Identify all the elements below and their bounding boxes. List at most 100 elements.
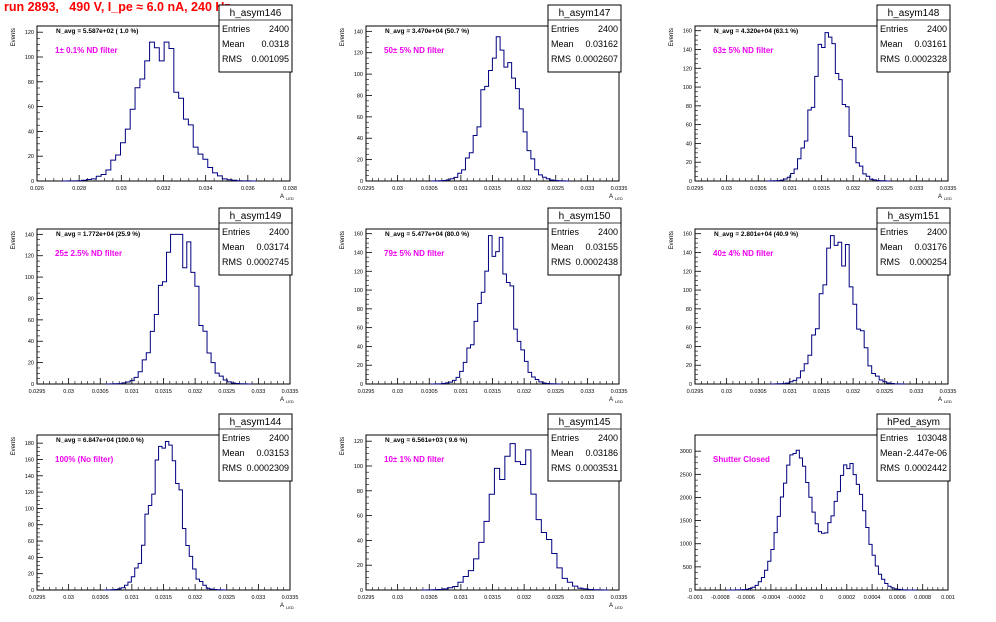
histogram-line bbox=[103, 441, 228, 591]
y-tick-label: 120 bbox=[25, 254, 34, 260]
x-tick-label: 0 bbox=[820, 595, 823, 601]
stats-box bbox=[876, 413, 951, 482]
y-tick-label: 120 bbox=[25, 30, 34, 36]
y-tick-label: 20 bbox=[357, 563, 363, 569]
stats-label: Mean bbox=[551, 448, 574, 458]
stats-value: 0.0002607 bbox=[575, 54, 618, 64]
x-tick-label: 0.026 bbox=[30, 186, 44, 192]
x-tick-label: 0.031 bbox=[454, 186, 468, 192]
y-tick-label: 100 bbox=[25, 275, 34, 281]
histogram-panel-h_asym149: 0 20 40 60 80 100 120 140 0.0295 0.03 0.0305 0.031 0… bbox=[11, 207, 298, 404]
x-tick-label: 0.0325 bbox=[547, 186, 564, 192]
y-tick-label: 0 bbox=[360, 382, 363, 388]
stats-box bbox=[218, 4, 293, 73]
x-tick-label: 0.03 bbox=[63, 389, 74, 395]
stats-title: hPed_asym bbox=[887, 417, 940, 428]
x-tick-label: -0.0008 bbox=[711, 595, 730, 601]
stats-label: Mean bbox=[880, 39, 903, 49]
filter-label: 63± 5% ND filter bbox=[713, 46, 773, 55]
histogram-panel-h_asym145: 0 20 40 60 80 100 120 0.0295 0.03 0.0305 0.031 0.03… bbox=[340, 413, 628, 610]
y-tick-label: 0 bbox=[31, 179, 34, 185]
y-tick-label: 80 bbox=[28, 80, 34, 86]
x-tick-label: 0.0295 bbox=[687, 389, 704, 395]
y-tick-label: 20 bbox=[686, 363, 692, 369]
stats-title: h_asym149 bbox=[230, 211, 282, 222]
y-tick-label: 40 bbox=[686, 344, 692, 350]
x-tick-label: 0.031 bbox=[454, 389, 468, 395]
x-tick-label: 0.031 bbox=[783, 186, 797, 192]
y-tick-label: 1500 bbox=[680, 519, 692, 525]
y-tick-label: 0 bbox=[31, 588, 34, 594]
y-axis-label: Events bbox=[11, 231, 17, 249]
y-tick-label: 140 bbox=[354, 250, 363, 256]
stats-value: 0.03176 bbox=[914, 242, 947, 252]
y-tick-label: 2500 bbox=[680, 472, 692, 478]
y-tick-label: 60 bbox=[28, 105, 34, 111]
histogram-panel-h_asym144: 0 20 40 60 80 100 120 140 160 180 0.0295 0.03 0.0305… bbox=[11, 413, 298, 610]
x-tick-label: 0.0295 bbox=[29, 595, 46, 601]
x-tick-label: 0.0325 bbox=[218, 389, 235, 395]
x-tick-label: 0.032 bbox=[157, 186, 171, 192]
stats-label: RMS bbox=[551, 54, 571, 64]
x-tick-label: 0.032 bbox=[188, 595, 202, 601]
stats-label: Mean bbox=[222, 448, 245, 458]
stats-label: Entries bbox=[551, 433, 580, 443]
y-tick-label: 100 bbox=[683, 288, 692, 294]
x-tick-label: 0.03 bbox=[392, 595, 403, 601]
y-tick-label: 40 bbox=[28, 339, 34, 345]
x-axis-label: A bbox=[609, 603, 613, 609]
x-tick-label: 0.032 bbox=[517, 389, 531, 395]
histogram-line bbox=[726, 449, 917, 591]
filter-label: 1± 0.1% ND filter bbox=[55, 46, 118, 55]
stats-title: h_asym145 bbox=[559, 417, 611, 428]
x-tick-label: 0.0325 bbox=[218, 595, 235, 601]
x-tick-label: 0.0305 bbox=[421, 389, 438, 395]
stats-label: Entries bbox=[222, 24, 251, 34]
stats-title: h_asym148 bbox=[888, 8, 940, 19]
stats-value: 0.0002442 bbox=[904, 463, 947, 473]
x-tick-label: 0.0295 bbox=[687, 186, 704, 192]
stats-label: Entries bbox=[222, 433, 251, 443]
x-tick-label: -0.0002 bbox=[787, 595, 806, 601]
x-tick-label: 0.0002 bbox=[838, 595, 855, 601]
x-tick-label: 0.0325 bbox=[547, 595, 564, 601]
y-tick-label: 3000 bbox=[680, 449, 692, 455]
stats-label: RMS bbox=[880, 54, 900, 64]
x-axis-label-subscript: LED bbox=[944, 196, 952, 201]
y-tick-label: 20 bbox=[28, 154, 34, 160]
x-tick-label: 0.0006 bbox=[889, 595, 906, 601]
y-axis-label: Events bbox=[340, 231, 346, 249]
x-tick-label: 0.033 bbox=[580, 186, 594, 192]
stats-value: 2400 bbox=[598, 227, 618, 237]
stats-value: 0.0002309 bbox=[246, 463, 289, 473]
stats-label: Mean bbox=[880, 242, 903, 252]
x-axis-label-subscript: LED bbox=[944, 399, 952, 404]
x-tick-label: 0.03 bbox=[116, 186, 127, 192]
y-tick-label: 0 bbox=[689, 588, 692, 594]
stats-value: 2400 bbox=[269, 227, 289, 237]
y-tick-label: 100 bbox=[354, 464, 363, 470]
x-tick-label: 0.0335 bbox=[611, 595, 628, 601]
x-tick-label: 0.032 bbox=[517, 595, 531, 601]
x-tick-label: 0.036 bbox=[241, 186, 255, 192]
stats-value: 103048 bbox=[917, 433, 947, 443]
x-tick-label: 0.03 bbox=[721, 186, 732, 192]
stats-value: 2400 bbox=[598, 24, 618, 34]
x-axis-label: A bbox=[938, 397, 942, 403]
x-tick-label: 0.0325 bbox=[876, 389, 893, 395]
navg-label: N_avg = 5.477e+04 (80.0 %) bbox=[385, 231, 469, 238]
stats-value: 2400 bbox=[269, 433, 289, 443]
y-tick-label: 120 bbox=[25, 490, 34, 496]
y-tick-label: 500 bbox=[683, 565, 692, 571]
y-tick-label: 180 bbox=[25, 441, 34, 447]
y-tick-label: 20 bbox=[357, 363, 363, 369]
x-tick-label: 0.0295 bbox=[358, 186, 375, 192]
x-tick-label: 0.0305 bbox=[750, 186, 767, 192]
y-tick-label: 80 bbox=[357, 93, 363, 99]
stats-label: Mean bbox=[222, 39, 245, 49]
stats-value: 0.0003531 bbox=[575, 463, 618, 473]
x-tick-label: 0.032 bbox=[846, 389, 860, 395]
histogram-panel-hPed_asym: 0 500 1000 1500 2000 2500 3000 -0.001 -0.0008 -0.… bbox=[680, 413, 955, 601]
stats-value: 0.0002328 bbox=[904, 54, 947, 64]
x-axis-label: A bbox=[938, 194, 942, 200]
